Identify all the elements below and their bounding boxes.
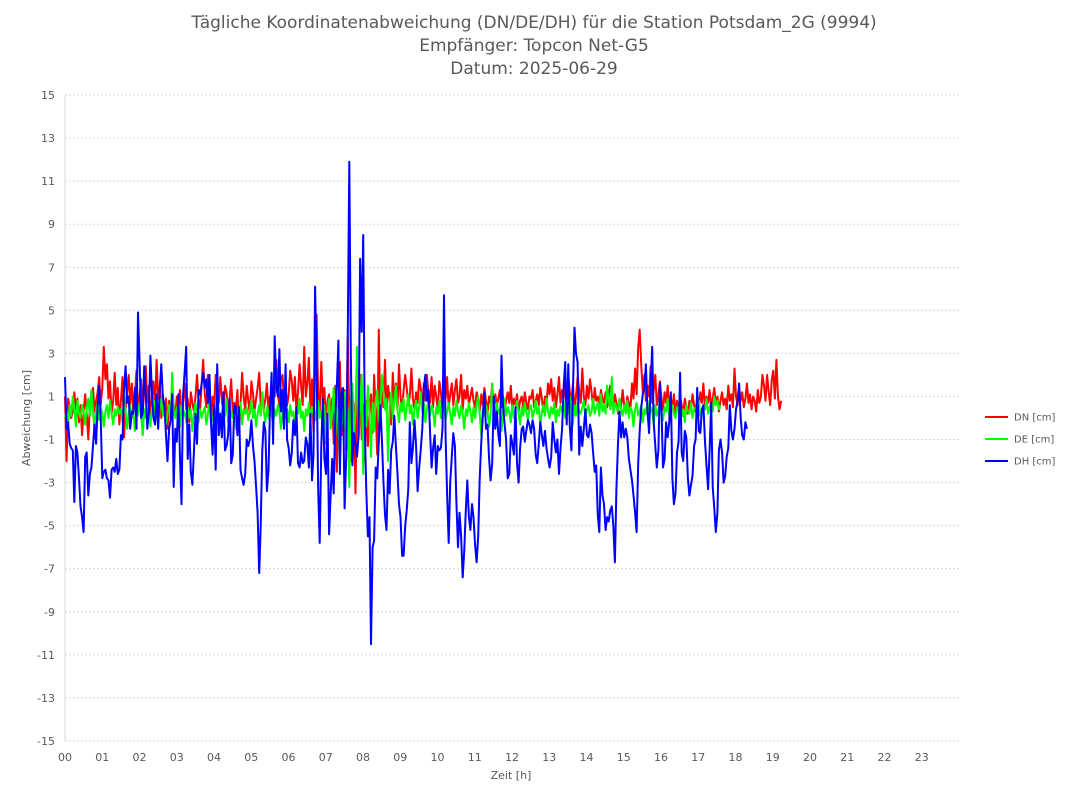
y-tick-label: -13 [37,692,55,705]
y-tick-label: -3 [44,477,55,490]
y-tick-label: 3 [48,347,55,360]
x-tick-label: 21 [840,751,854,764]
series-line-de [64,345,722,488]
y-tick-label: -9 [44,606,55,619]
x-tick-label: 22 [878,751,892,764]
y-tick-label: -5 [44,520,55,533]
x-axis-label: Zeit [h] [491,769,532,782]
x-tick-label: 02 [133,751,147,764]
x-tick-label: 18 [729,751,743,764]
x-tick-label: 15 [617,751,631,764]
x-tick-label: 14 [580,751,594,764]
series-line-dh [64,160,748,646]
x-tick-label: 01 [95,751,109,764]
x-tick-label: 17 [691,751,705,764]
y-tick-label: 5 [48,304,55,317]
legend-label-dh: DH [cm] [1014,457,1056,468]
y-tick-label: 15 [41,89,55,102]
x-tick-label: 12 [505,751,519,764]
x-tick-label: 08 [356,751,370,764]
x-tick-label: 11 [468,751,482,764]
x-tick-label: 19 [766,751,780,764]
chart-title-line-2: Empfänger: Topcon Net-G5 [419,36,649,56]
x-tick-label: 05 [244,751,258,764]
y-axis-ticks: 15 13 11 9 7 5 3 1 -1 -3 -5 -7 -9 -11 -13 -15 [37,89,55,748]
x-tick-label: 03 [170,751,184,764]
y-tick-label: -15 [37,735,55,748]
x-tick-label: 06 [282,751,296,764]
x-tick-label: 09 [393,751,407,764]
x-tick-label: 20 [803,751,817,764]
x-tick-label: 16 [654,751,668,764]
x-tick-label: 10 [431,751,445,764]
plot-series [64,160,783,646]
y-tick-label: 11 [41,175,55,188]
x-axis-ticks: 00 01 02 03 04 05 06 07 08 09 10 11 12 13 14 15 16 17 18 19… [58,751,929,764]
y-tick-label: -11 [37,649,55,662]
chart-title-line-1: Tägliche Koordinatenabweichung (DN/DE/DH… [190,13,876,33]
y-tick-label: 7 [48,261,55,274]
y-tick-label: -1 [44,434,55,447]
chart-title-line-3: Datum: 2025-06-29 [450,59,617,79]
chart-title: Tägliche Koordinatenabweichung (DN/DE/DH… [190,13,876,79]
x-tick-label: 23 [915,751,929,764]
legend-label-de: DE [cm] [1014,435,1054,446]
x-tick-label: 13 [542,751,556,764]
y-tick-label: -7 [44,563,55,576]
y-tick-label: 1 [48,390,55,403]
y-tick-label: 9 [48,218,55,231]
x-tick-label: 00 [58,751,72,764]
y-axis-label: Abweichung [cm] [20,370,33,466]
legend-label-dn: DN [cm] [1014,413,1056,424]
x-tick-label: 07 [319,751,333,764]
y-tick-label: 13 [41,132,55,145]
x-tick-label: 04 [207,751,221,764]
legend: DN [cm] DE [cm] DH [cm] [985,413,1056,468]
